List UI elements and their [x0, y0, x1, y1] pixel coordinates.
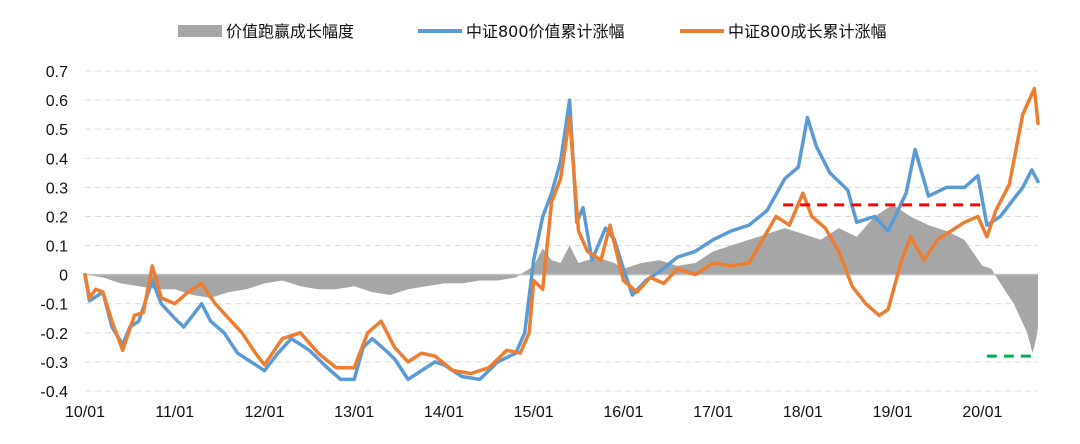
- legend-label: 中证800价值累计涨幅: [466, 22, 625, 41]
- y-tick-label: -0.2: [40, 326, 68, 343]
- x-tick-label: 14/01: [424, 404, 464, 421]
- line-series-layer: [83, 86, 1040, 382]
- x-tick-label: 20/01: [962, 404, 1002, 421]
- legend-label: 价值跑赢成长幅度: [226, 22, 354, 41]
- x-axis-ticks: 10/01 11/01 12/01 13/01 14/01 15/01 16/01 17/01…: [65, 404, 1003, 421]
- y-tick-label: 0.7: [46, 64, 68, 81]
- x-tick-label: 12/01: [244, 404, 284, 421]
- y-tick-label: 0.6: [46, 93, 68, 110]
- y-tick-label: -0.1: [40, 297, 68, 314]
- y-tick-label: 0.4: [46, 151, 68, 168]
- y-tick-label: 0.5: [46, 122, 68, 139]
- growth-index-line: [83, 86, 1040, 376]
- x-tick-label: 16/01: [603, 404, 643, 421]
- y-tick-label: -0.4: [40, 384, 68, 401]
- reference-lines: [783, 203, 1038, 358]
- y-tick-label: -0.3: [40, 355, 68, 372]
- y-tick-label: 0.1: [46, 239, 68, 256]
- y-tick-label: 0.3: [46, 180, 68, 197]
- legend-label: 中证800成长累计涨幅: [728, 22, 887, 41]
- legend-swatch-area: [178, 25, 222, 37]
- x-tick-label: 19/01: [873, 404, 913, 421]
- x-tick-label: 17/01: [693, 404, 733, 421]
- area-series-layer: [85, 204, 1038, 354]
- value-index-line: [83, 98, 1040, 382]
- x-tick-label: 18/01: [783, 404, 823, 421]
- y-axis-ticks: 0.7 0.6 0.5 0.4 0.3 0.2 0.1 0 -0.1 -0.2 -0.3 -0.4: [40, 64, 68, 401]
- y-tick-label: 0: [59, 268, 68, 285]
- y-tick-label: 0.2: [46, 209, 68, 226]
- x-tick-label: 15/01: [514, 404, 554, 421]
- x-tick-label: 10/01: [65, 404, 105, 421]
- x-tick-label: 11/01: [155, 404, 194, 421]
- x-tick-label: 13/01: [334, 404, 374, 421]
- area-series-value-vs-growth: [85, 204, 1038, 354]
- legend: 价值跑赢成长幅度 中证800价值累计涨幅 中证800成长累计涨幅: [178, 22, 887, 41]
